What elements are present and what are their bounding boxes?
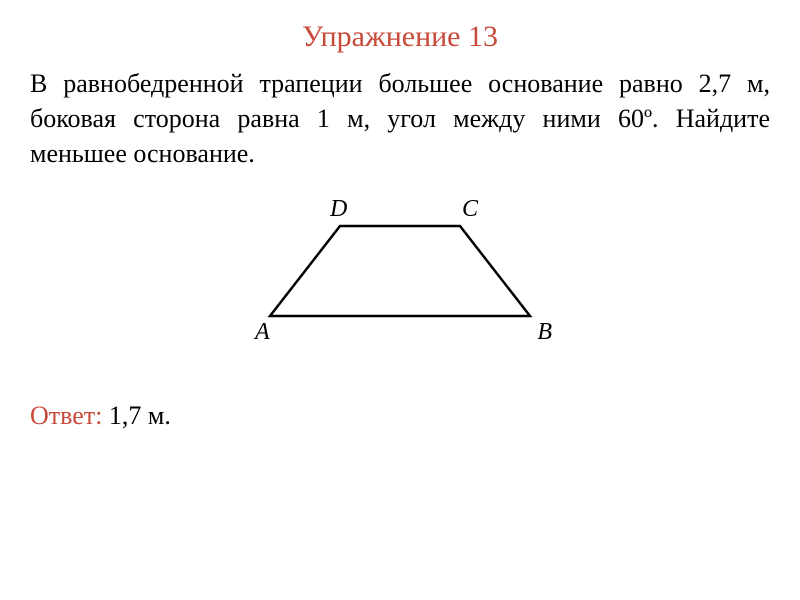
vertex-label-c: C (462, 196, 478, 223)
trapezoid-diagram: D C A B (240, 201, 560, 351)
trapezoid-svg (240, 201, 560, 351)
problem-statement: В равнобедренной трапеции большее основа… (30, 66, 770, 171)
trapezoid-polygon (270, 226, 530, 316)
diagram-container: D C A B (30, 201, 770, 351)
vertex-label-d: D (330, 196, 347, 223)
answer-row: Ответ: 1,7 м. (30, 401, 770, 431)
vertex-label-b: B (537, 319, 552, 346)
answer-label: Ответ: (30, 401, 102, 430)
vertex-label-a: A (255, 319, 270, 346)
answer-value: 1,7 м. (109, 401, 171, 430)
exercise-title: Упражнение 13 (30, 20, 770, 54)
